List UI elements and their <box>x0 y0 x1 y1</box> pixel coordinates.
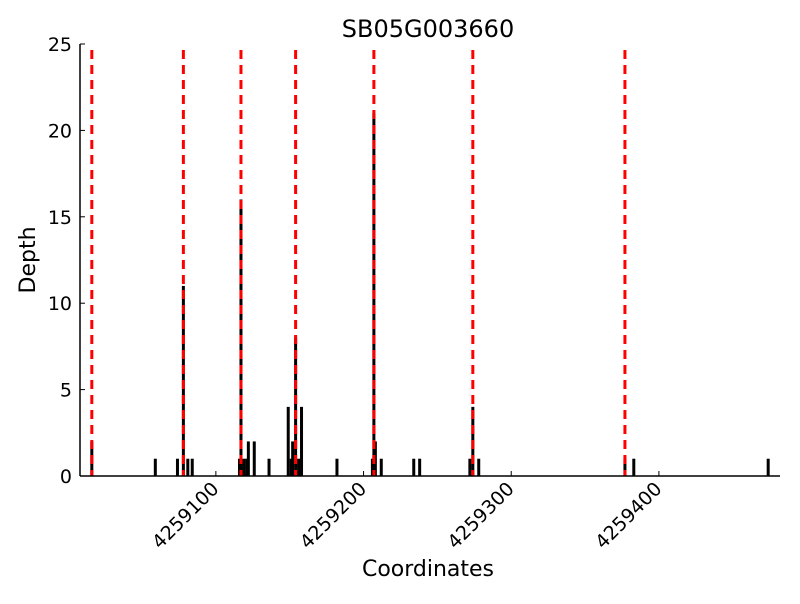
bar <box>294 337 298 476</box>
x-axis-label: Coordinates <box>362 557 494 582</box>
bar <box>477 458 481 476</box>
y-tick-label: 25 <box>48 34 72 56</box>
bar <box>468 458 472 476</box>
bar <box>623 458 627 476</box>
x-tick-label: 4259200 <box>296 478 371 553</box>
x-tick-label: 4259100 <box>148 478 223 553</box>
bar <box>286 406 290 476</box>
bar <box>267 458 271 476</box>
y-tick-label: 0 <box>60 466 72 488</box>
y-axis-label: Depth <box>16 226 41 293</box>
bar <box>186 458 190 476</box>
bar <box>379 458 383 476</box>
bar <box>190 458 194 476</box>
bar <box>418 458 422 476</box>
bar <box>766 458 770 476</box>
x-tick-label: 4259400 <box>591 478 666 553</box>
y-tick-label: 15 <box>48 207 72 229</box>
y-tick-label: 10 <box>48 293 72 315</box>
bar <box>291 441 295 476</box>
bar <box>412 458 416 476</box>
y-tick-label: 5 <box>60 380 72 402</box>
bar <box>335 458 339 476</box>
bar <box>297 458 301 476</box>
chart-title: SB05G003660 <box>342 15 514 43</box>
bar <box>632 458 636 476</box>
bar <box>252 441 256 476</box>
bar <box>300 406 304 476</box>
bar <box>246 441 250 476</box>
y-tick-label: 20 <box>48 120 72 142</box>
bar <box>153 458 157 476</box>
bar <box>175 458 179 476</box>
bar <box>242 458 246 476</box>
x-tick-label: 4259300 <box>443 478 518 553</box>
